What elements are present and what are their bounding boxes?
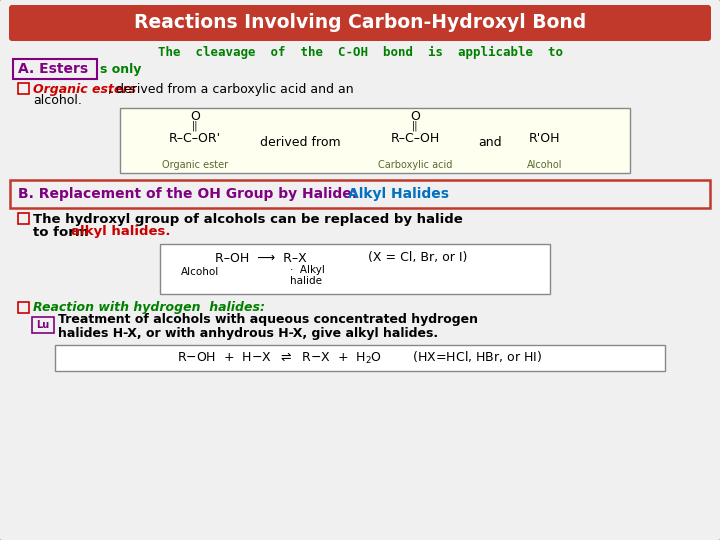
Bar [160, 244, 550, 294]
Text: Organic esters: Organic esters [33, 83, 136, 96]
Text: Carboxylic acid: Carboxylic acid [378, 160, 452, 170]
Text: and: and [478, 136, 502, 148]
Text: R–C–OR': R–C–OR' [169, 132, 221, 145]
Text: R'OH: R'OH [529, 132, 561, 145]
FancyBboxPatch shape [13, 59, 97, 79]
Text: alkyl halides.: alkyl halides. [71, 226, 171, 239]
Text: (X = Cl, Br, or I): (X = Cl, Br, or I) [360, 252, 467, 265]
Text: R–C–OH: R–C–OH [390, 132, 440, 145]
Bar [18, 302, 29, 313]
Text: R–OH  ⟶  R–X: R–OH ⟶ R–X [215, 252, 307, 265]
Text: Organic ester: Organic ester [162, 160, 228, 170]
Bar [18, 213, 29, 224]
FancyBboxPatch shape [10, 180, 710, 208]
Bar [55, 345, 665, 371]
Text: B. Replacement of the OH Group by Halide:: B. Replacement of the OH Group by Halide… [18, 187, 362, 201]
Text: to form: to form [33, 226, 94, 239]
Text: R$-$OH  +  H$-$X  $\rightleftharpoons$  R$-$X  +  H$_2$O        (HX=HCl, HBr, or: R$-$OH + H$-$X $\rightleftharpoons$ R$-$… [177, 350, 543, 366]
Text: , derived from a carboxylic acid and an: , derived from a carboxylic acid and an [108, 83, 354, 96]
Text: The  cleavage  of  the  C-OH  bond  is  applicable  to: The cleavage of the C-OH bond is applica… [158, 45, 562, 58]
Text: The hydroxyl group of alcohols can be replaced by halide: The hydroxyl group of alcohols can be re… [33, 213, 463, 226]
Text: Alcohol: Alcohol [527, 160, 563, 170]
FancyBboxPatch shape [32, 317, 54, 333]
Text: Reactions Involving Carbon-Hydroxyl Bond: Reactions Involving Carbon-Hydroxyl Bond [134, 14, 586, 32]
Text: ·  Alkyl: · Alkyl [290, 265, 325, 275]
Text: O: O [410, 111, 420, 124]
Text: A. Esters: A. Esters [18, 62, 88, 76]
Text: halides H-X, or with anhydrous H-X, give alkyl halides.: halides H-X, or with anhydrous H-X, give… [58, 327, 438, 340]
Text: Alkyl Halides: Alkyl Halides [348, 187, 449, 201]
Text: O: O [190, 111, 200, 124]
FancyBboxPatch shape [9, 5, 711, 41]
Text: derived from: derived from [260, 136, 341, 148]
Text: Reaction with hydrogen  halides:: Reaction with hydrogen halides: [33, 301, 265, 314]
Text: Treatment of alcohols with aqueous concentrated hydrogen: Treatment of alcohols with aqueous conce… [58, 314, 478, 327]
Bar [120, 108, 630, 173]
Bar [18, 83, 29, 94]
Bar [12, 8, 708, 38]
Text: s only: s only [100, 63, 141, 76]
Text: Lu: Lu [37, 320, 50, 330]
Text: ||: || [192, 121, 198, 131]
Text: alcohol.: alcohol. [33, 94, 82, 107]
Text: halide: halide [290, 276, 322, 286]
Text: ||: || [412, 121, 418, 131]
Text: Alcohol: Alcohol [181, 267, 219, 277]
